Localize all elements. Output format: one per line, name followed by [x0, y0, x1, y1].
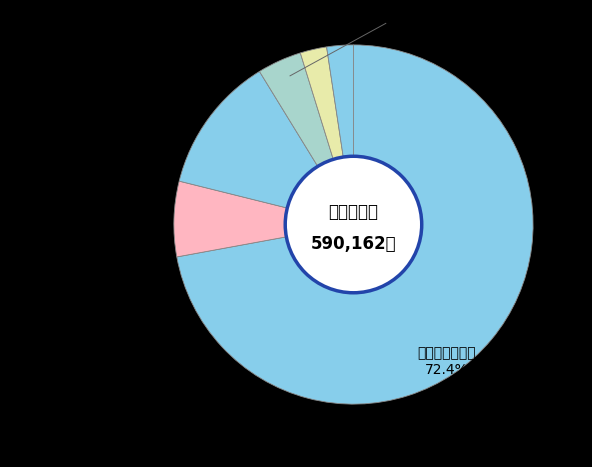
Text: 学校入学他
12.4%: 学校入学他 12.4%	[141, 78, 185, 108]
Wedge shape	[174, 181, 353, 257]
Wedge shape	[300, 47, 353, 225]
Wedge shape	[179, 71, 353, 225]
Wedge shape	[259, 53, 353, 225]
Text: 590,162人: 590,162人	[311, 235, 396, 253]
Wedge shape	[327, 45, 353, 225]
Wedge shape	[177, 45, 533, 404]
Text: 無期雇用労働者
72.4%: 無期雇用労働者 72.4%	[417, 347, 476, 377]
Text: 6.8%: 6.8%	[108, 207, 144, 221]
Text: 4.0%: 4.0%	[368, 6, 403, 20]
Text: 卒業者総数: 卒業者総数	[329, 203, 378, 221]
Circle shape	[285, 156, 422, 293]
